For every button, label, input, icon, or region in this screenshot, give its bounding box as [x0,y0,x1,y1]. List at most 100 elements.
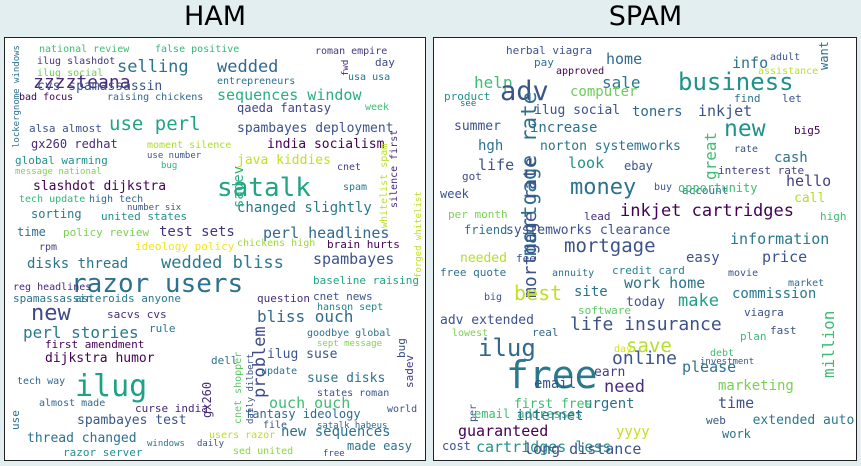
word-buy: buy [654,182,672,193]
word-baseline-raising: baseline raising [313,274,419,287]
word-earn: earn [594,365,625,380]
word-united-states: united states [101,210,187,223]
word-needed: needed [460,251,507,266]
word-sed-united: sed united [233,446,293,457]
word-investment: investment [700,357,754,367]
word-moment-silence: moment silence [147,140,231,151]
word-file: file [263,420,287,431]
word-see: see [460,99,476,109]
word-hgh: hgh [478,138,503,154]
word-new-sequences: new sequences [281,424,391,440]
word-raising-chickens: raising chickens [107,92,203,103]
word-bug: bug [161,161,177,171]
word-plan: plan [740,330,767,343]
word-interest-rate: interest rate [718,164,804,177]
word-yyyy: yyyy [616,424,650,440]
word-cost: cost [442,439,471,453]
word-assistance: assistance [758,66,818,77]
word-price: price [762,248,807,266]
word-entrepreneurs: entrepreneurs [217,76,295,87]
spam-wordcloud-panel: herbal viagra adult want pay approved home inf… [433,37,857,461]
word-first-free: first free [514,397,592,412]
ham-wordcloud: national review false positive roman empir… [9,44,424,459]
word-spamassassin: spamassassin [13,292,92,305]
word-use: use [9,410,22,430]
word-thread-changed: thread changed [27,431,137,446]
word-curse-india: curse india [135,402,208,415]
word-fantasy-ideology: fantasy ideology [245,407,361,421]
word-herbal-viagra: herbal viagra [506,44,592,57]
word-ilug-social: ilug social [534,103,620,118]
word-product: product [444,90,490,103]
word-goodbye-global: goodbye global [307,328,391,339]
word-save: save [626,335,672,357]
word-home: home [606,50,642,68]
word-india-socialism: india socialism [267,137,385,152]
word-sorting: sorting [31,207,82,221]
word-suse-disks: suse disks [307,371,385,386]
word-update: update [261,366,297,377]
word-work: work [722,427,752,441]
word-wedded-bliss: wedded bliss [161,253,284,273]
word-internet: internet [516,408,583,424]
word-ideology-policy: ideology policy [135,240,235,253]
word-spambayes-deployment: spambayes deployment [237,121,394,136]
word-ilug-slashdot: ilug slashdot [37,56,115,67]
word-fwd: fwd [341,60,351,76]
word-daily: daily [197,439,225,449]
word-systemworks-clearance: systemworks clearance [506,223,671,238]
word-summer: summer [454,119,501,134]
word-cnet-shopper: cnet shopper [233,352,244,424]
word-silence-first: silence first [389,130,400,208]
word-problem: problem [250,326,270,398]
word-daily-dilbert: daily dilbert [246,354,256,424]
word-time: time [17,225,46,239]
word-world: world [387,404,417,415]
word-sadev: sadev [403,355,416,388]
word-mortgage-rate: mortgage rate [520,157,541,298]
word-spam: spam [343,182,367,193]
word-usa-usa: usa usa [348,72,390,83]
word-states-roman: states roman [317,388,389,399]
word-info: info [732,54,768,72]
word-need: need [604,377,645,397]
word-question: question [257,292,310,305]
word-ilug: ilug [75,369,147,404]
word-let: let [782,92,802,105]
word-norton-systemworks: norton systemworks [540,139,681,154]
word-commission: commission [732,286,816,302]
word-email: email [534,376,576,392]
word-got: got [462,170,482,183]
word-new: new [724,116,766,142]
word-inkjet: inkjet [698,102,752,120]
word-today: today [626,295,665,310]
word-bad-focus: bad focus [19,92,73,103]
word-ilug-suse: ilug suse [267,347,338,362]
word-annuity: annuity [552,268,594,279]
word-users-razor: users razor [209,430,275,441]
word-debt: debt [710,348,734,359]
word-opportunity: opportunity [678,181,757,195]
word-use-number: use number [147,151,202,161]
word-inkjet-cartridges: inkjet cartridges [620,201,794,221]
word-adv: adv [500,76,549,107]
word-chickens-high: chickens high [237,238,315,249]
word-rule: rule [149,322,176,335]
word-adult: adult [770,52,800,63]
word-sequences-window: sequences window [217,86,362,104]
word-cash: cash [774,150,808,166]
word-false-positive: false positive [155,44,239,55]
word-work-home: work home [624,274,705,292]
word-week: week [440,187,470,201]
word-account: account [682,184,728,197]
word-help: help [474,73,513,92]
word-money: money [570,175,636,200]
word-best: best [514,281,562,305]
word-ilug: ilug [478,334,536,362]
word-changed-slightly: changed slightly [237,200,372,216]
word-roman-empire: roman empire [315,46,387,57]
word-information: information [730,230,829,248]
word-fast: fast [770,324,797,337]
word-gx260-redhat: gx260 redhat [31,137,118,151]
word-lockergnome-windows: lockergnome windows [12,45,22,148]
